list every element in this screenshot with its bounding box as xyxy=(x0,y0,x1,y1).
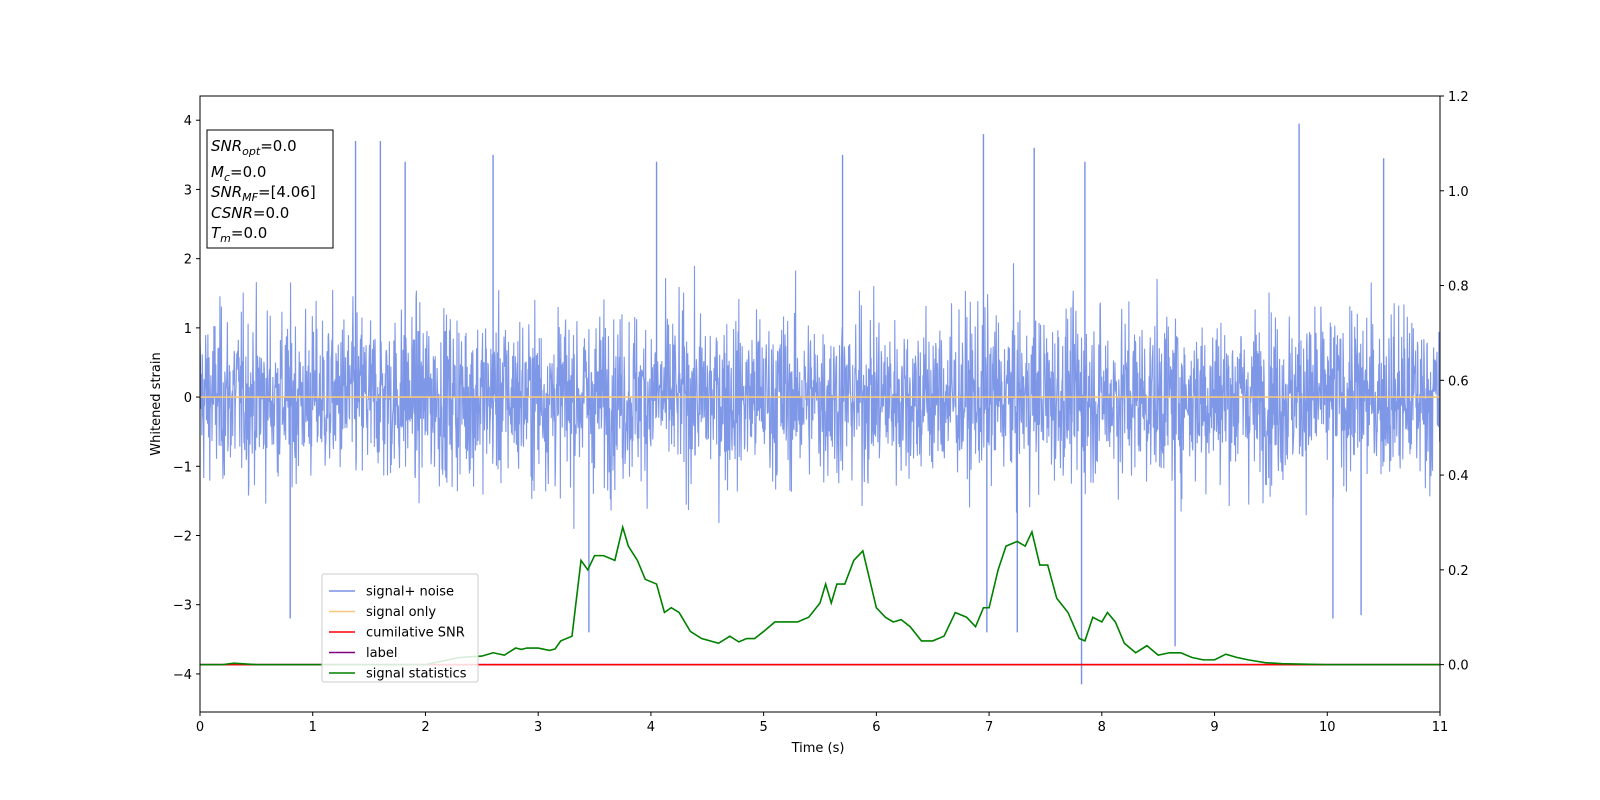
y-tick-label: −1 xyxy=(173,460,192,475)
y2-tick-label: 0.0 xyxy=(1448,659,1469,674)
x-tick-label: 6 xyxy=(872,720,880,735)
legend-entry: label xyxy=(366,646,397,661)
y-tick-label: 3 xyxy=(184,183,192,198)
x-tick-label: 9 xyxy=(1210,720,1218,735)
x-tick-label: 4 xyxy=(647,720,655,735)
legend-entry: signal statistics xyxy=(366,667,467,682)
annotation-csnr: CSNR=0.0 xyxy=(211,204,289,222)
x-axis-label: Time (s) xyxy=(791,741,845,756)
y2-tick-label: 0.8 xyxy=(1448,280,1469,295)
y-tick-label: 4 xyxy=(184,114,192,129)
x-tick-label: 3 xyxy=(534,720,542,735)
x-tick-label: 8 xyxy=(1098,720,1106,735)
y-tick-label: −2 xyxy=(173,530,192,545)
x-tick-label: 10 xyxy=(1319,720,1336,735)
y-axis-ticks: −4 −3 −2 −1 0 1 2 3 4 xyxy=(173,114,200,683)
y-axis-label: Whitened strain xyxy=(149,352,164,455)
legend-entry: signal+ noise xyxy=(366,585,454,600)
x-tick-label: 11 xyxy=(1432,720,1449,735)
annotation-mc: Mc=0.0 xyxy=(211,163,266,184)
y2-tick-label: 1.0 xyxy=(1448,185,1469,200)
legend-entry: cumilative SNR xyxy=(366,626,465,641)
y-tick-label: −3 xyxy=(173,599,192,614)
y-tick-label: 2 xyxy=(184,253,192,268)
legend-entry: signal only xyxy=(366,605,436,620)
y-tick-label: −4 xyxy=(173,668,192,683)
x-axis-ticks: 0 1 2 3 4 5 6 7 8 9 10 11 xyxy=(196,712,1448,735)
x-tick-label: 5 xyxy=(759,720,767,735)
series-signal-statistics xyxy=(200,524,1440,666)
y2-tick-label: 0.4 xyxy=(1448,469,1469,484)
y-tick-label: 1 xyxy=(184,322,192,337)
plot-frame xyxy=(199,95,1441,713)
noise-trace xyxy=(200,263,1440,529)
series-signal-plus-noise xyxy=(200,123,1440,685)
y2-tick-label: 0.2 xyxy=(1448,564,1469,579)
y2-tick-label: 1.2 xyxy=(1448,90,1469,105)
x-tick-label: 7 xyxy=(985,720,993,735)
annotation-snr-mf: SNRMF=[4.06] xyxy=(211,183,316,204)
metrics-annotation-box: SNRopt=0.0 Mc=0.0 SNRMF=[4.06] CSNR=0.0 … xyxy=(206,129,334,249)
signal-statistics-line xyxy=(200,524,1440,666)
x-tick-label: 1 xyxy=(309,720,317,735)
annotation-tm: Tm=0.0 xyxy=(211,224,267,245)
x-tick-label: 2 xyxy=(421,720,429,735)
legend: signal+ noise signal only cumilative SNR la… xyxy=(321,573,479,683)
annotation-snr-opt: SNRopt=0.0 xyxy=(211,137,297,158)
y2-axis-ticks: 0.0 0.2 0.4 0.6 0.8 1.0 1.2 xyxy=(1440,90,1469,674)
x-tick-label: 0 xyxy=(196,720,204,735)
y2-tick-label: 0.6 xyxy=(1448,374,1469,389)
y-tick-label: 0 xyxy=(184,391,192,406)
